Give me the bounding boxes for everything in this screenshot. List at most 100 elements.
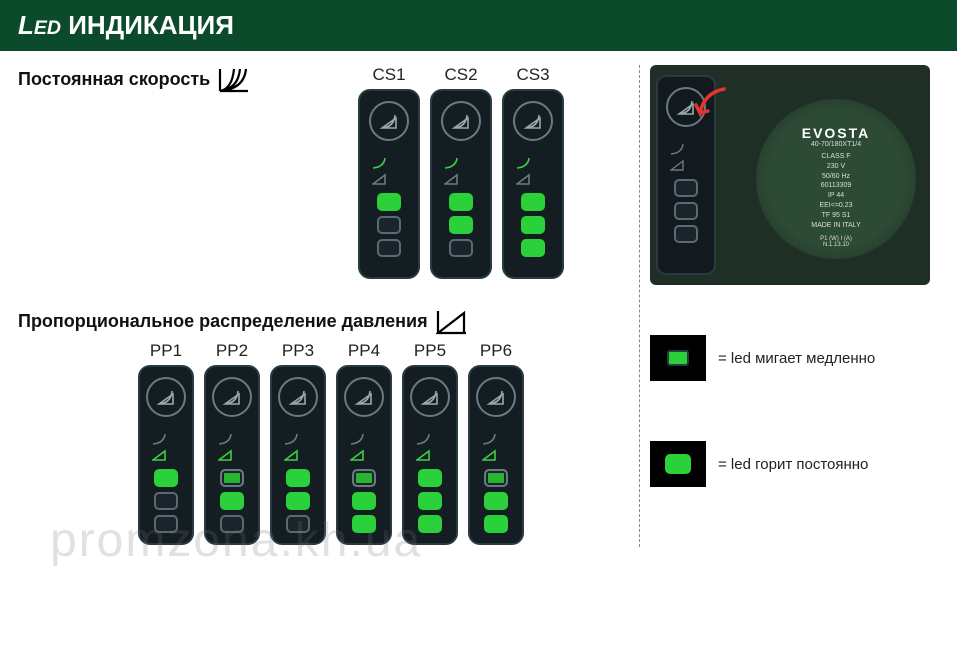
legend: = led мигает медленно = led горит постоя… [650,335,939,487]
pp-mode-icon [416,449,432,461]
led-indicator [377,239,401,257]
legend-led-blink [665,348,691,368]
led-indicator [449,239,473,257]
mode-button [441,101,481,141]
led-indicator [674,225,698,243]
panel-label: PP2 [216,341,248,361]
led-indicator [154,469,178,487]
led-indicator [154,515,178,533]
panel-column: CS2 [430,65,492,279]
constant-speed-icon [218,65,250,93]
legend-led-solid [665,454,691,474]
proportional-pressure-icon [436,307,468,335]
panel-column: PP6 [468,341,524,545]
led-indicator [154,492,178,510]
led-indicator [418,515,442,533]
panel-column: PP3 [270,341,326,545]
panel-column: PP4 [336,341,392,545]
pp-mode-icon [516,173,532,185]
mode-button [513,101,553,141]
pp-mode-icon [482,449,498,461]
cs-mode-icon [482,433,498,445]
led-indicator [220,515,244,533]
pp-panels-row: PP1 PP2 PP3 PP4 PP5 PP6 [138,341,629,545]
cs-mode-icon [218,433,234,445]
cs-mode-icon [516,157,532,169]
panel-column: PP5 [402,341,458,545]
panel-label: PP3 [282,341,314,361]
led-indicator [286,515,310,533]
led-indicator [418,492,442,510]
right-column: EVOSTA 40-70/180XT1/4 CLASS F230 V50/60 … [639,65,939,547]
control-panel [138,365,194,545]
led-indicator [674,202,698,220]
led-indicator [484,469,508,487]
led-indicator [352,515,376,533]
control-panel [468,365,524,545]
cs-mode-icon [444,157,460,169]
led-indicator [484,515,508,533]
mode-button [212,377,252,417]
control-panel [204,365,260,545]
pp-mode-icon [152,449,168,461]
led-indicator [220,469,244,487]
panel-label: PP5 [414,341,446,361]
control-panel [430,89,492,279]
led-indicator [418,469,442,487]
led-indicator [449,216,473,234]
led-indicator [286,469,310,487]
legend-solid-text: = led горит постоянно [718,456,868,473]
panel-label: CS1 [372,65,405,85]
panel-label: PP1 [150,341,182,361]
led-indicator [220,492,244,510]
legend-blink-row: = led мигает медленно [650,335,939,381]
cs-mode-icon [350,433,366,445]
control-panel [502,89,564,279]
led-indicator [449,193,473,211]
mode-button [410,377,450,417]
control-panel [270,365,326,545]
page-header: LED ИНДИКАЦИЯ [0,0,957,51]
pp-section-title: Пропорциональное распределение давления [18,307,629,335]
pointer-arrow-icon [694,83,734,123]
mode-button [369,101,409,141]
panel-label: PP6 [480,341,512,361]
pp-mode-icon [218,449,234,461]
control-panel [336,365,392,545]
led-indicator [286,492,310,510]
mode-button [146,377,186,417]
product-photo: EVOSTA 40-70/180XT1/4 CLASS F230 V50/60 … [650,65,930,285]
panel-column: CS3 [502,65,564,279]
pp-mode-icon [372,173,388,185]
pp-mode-icon [444,173,460,185]
led-indicator [352,492,376,510]
led-indicator [377,193,401,211]
control-panel [358,89,420,279]
led-indicator [484,492,508,510]
cs-mode-icon [372,157,388,169]
led-indicator [521,239,545,257]
control-panel [402,365,458,545]
led-indicator [377,216,401,234]
panel-label: CS2 [444,65,477,85]
product-label-plate: EVOSTA 40-70/180XT1/4 CLASS F230 V50/60 … [756,99,916,259]
legend-solid-row: = led горит постоянно [650,441,939,487]
cs-mode-icon [416,433,432,445]
left-column: Постоянная скорость CS1CS2CS3 Пропорцион… [18,65,629,547]
pp-mode-icon [284,449,300,461]
cs-mode-icon [152,433,168,445]
panel-label: PP4 [348,341,380,361]
led-indicator [521,193,545,211]
led-indicator [674,179,698,197]
cs-mode-icon [284,433,300,445]
mode-button [476,377,516,417]
mode-button [278,377,318,417]
panel-column: PP1 [138,341,194,545]
led-indicator [352,469,376,487]
mode-button [344,377,384,417]
cs-panels-row: CS1 CS2 CS3 [358,65,629,279]
pp-mode-icon [350,449,366,461]
panel-column: PP2 [204,341,260,545]
legend-blink-text: = led мигает медленно [718,350,875,367]
panel-column: CS1 [358,65,420,279]
